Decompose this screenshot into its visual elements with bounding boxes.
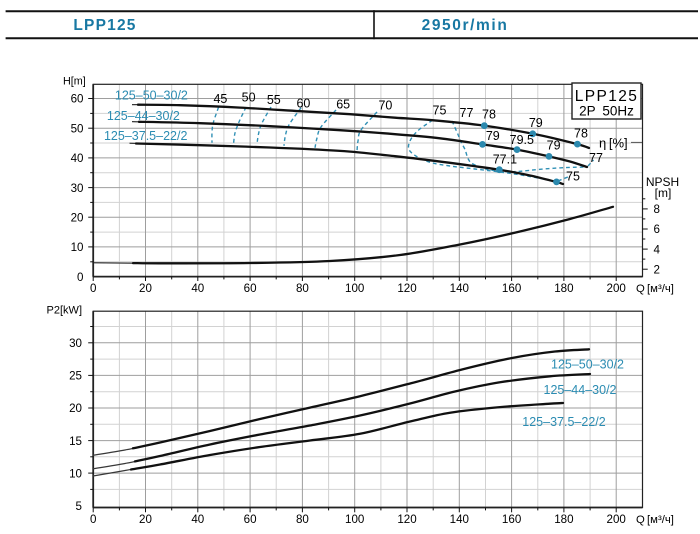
svg-text:120: 120 [397,282,416,295]
svg-text:140: 140 [450,282,469,295]
svg-text:120: 120 [397,513,416,526]
svg-text:LPP125: LPP125 [575,88,639,105]
svg-text:Q [м³/ч]: Q [м³/ч] [636,514,674,526]
svg-text:50: 50 [242,91,256,105]
svg-text:30: 30 [69,337,82,350]
svg-text:30: 30 [71,182,84,195]
svg-text:65: 65 [336,98,350,112]
svg-text:200: 200 [607,513,626,526]
svg-text:78: 78 [482,107,496,121]
svg-text:5: 5 [76,500,82,513]
svg-text:125–44–30/2: 125–44–30/2 [107,109,180,123]
svg-text:50: 50 [71,122,84,135]
svg-text:75: 75 [433,103,447,117]
svg-text:160: 160 [502,282,521,295]
svg-text:180: 180 [554,282,573,295]
svg-text:77: 77 [460,106,474,120]
svg-text:79: 79 [547,138,561,152]
svg-text:55: 55 [267,93,281,107]
svg-text:10: 10 [69,467,82,480]
svg-text:100: 100 [345,513,364,526]
svg-text:H[m]: H[m] [63,75,86,87]
svg-text:140: 140 [450,513,469,526]
svg-text:79: 79 [486,129,500,143]
svg-text:2P 50Hz: 2P 50Hz [579,103,634,118]
svg-text:6: 6 [654,223,660,236]
svg-text:125–37.5–22/2: 125–37.5–22/2 [104,129,187,143]
svg-text:80: 80 [296,282,309,295]
svg-text:2950r/min: 2950r/min [422,17,509,34]
svg-text:125–50–30/2: 125–50–30/2 [115,89,188,103]
svg-text:60: 60 [244,282,257,295]
svg-text:Q [м³/ч]: Q [м³/ч] [636,283,674,295]
svg-text:0: 0 [90,513,96,526]
svg-text:0: 0 [77,271,83,284]
svg-text:[m]: [m] [655,186,672,200]
svg-text:125–44–30/2: 125–44–30/2 [544,383,617,397]
svg-text:125–37.5–22/2: 125–37.5–22/2 [522,415,605,429]
svg-text:160: 160 [502,513,521,526]
svg-text:NPSH: NPSH [646,175,679,189]
svg-text:75: 75 [566,169,580,183]
svg-text:78: 78 [574,126,588,140]
svg-text:80: 80 [296,513,309,526]
svg-text:2: 2 [654,263,660,276]
svg-text:79: 79 [529,116,543,130]
svg-text:100: 100 [345,282,364,295]
svg-text:40: 40 [71,152,84,165]
svg-text:125–50–30/2: 125–50–30/2 [551,358,624,372]
svg-text:4: 4 [654,243,661,256]
svg-text:20: 20 [139,513,152,526]
svg-text:77.1: 77.1 [493,152,517,166]
svg-text:40: 40 [191,513,204,526]
svg-text:40: 40 [191,282,204,295]
svg-text:200: 200 [607,282,626,295]
svg-text:60: 60 [296,96,310,110]
svg-text:45: 45 [213,92,227,106]
svg-text:10: 10 [71,241,84,254]
svg-text:77: 77 [589,151,603,165]
svg-text:60: 60 [71,93,84,106]
svg-text:180: 180 [554,513,573,526]
svg-text:79.5: 79.5 [510,133,534,147]
svg-text:20: 20 [69,402,82,415]
svg-text:25: 25 [69,370,82,383]
svg-text:LPP125: LPP125 [73,17,136,34]
svg-text:70: 70 [378,99,392,113]
svg-text:0: 0 [90,282,96,295]
svg-text:15: 15 [69,435,82,448]
svg-text:P2[kW]: P2[kW] [47,304,82,316]
svg-text:η [%]: η [%] [599,135,628,150]
svg-text:60: 60 [244,513,257,526]
svg-text:20: 20 [139,282,152,295]
svg-text:8: 8 [654,203,660,216]
svg-text:20: 20 [71,211,84,224]
